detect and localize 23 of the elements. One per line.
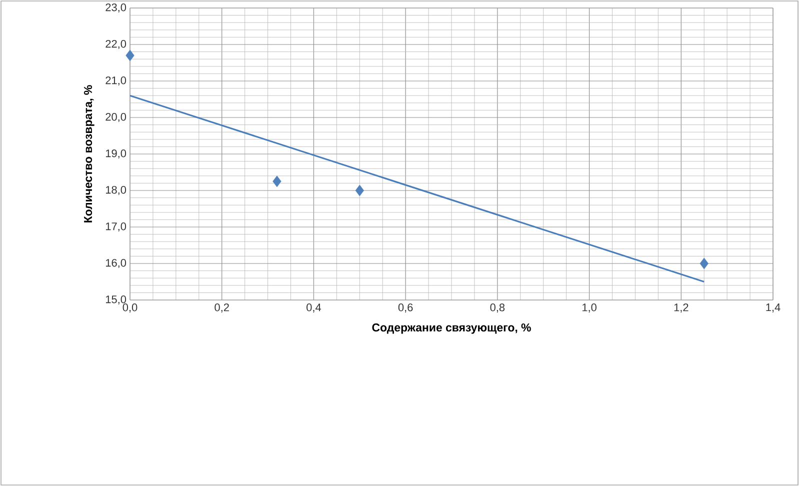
x-tick-label: 1,4	[766, 304, 780, 312]
x-tick-label: 1,0	[582, 304, 596, 313]
y-tick-label: 15,0	[106, 295, 126, 305]
point	[272, 176, 282, 188]
y-tick-label: 20,0	[106, 112, 126, 122]
y-tick-label: 19,0	[106, 149, 126, 159]
x-tick-label: 0,0	[122, 304, 138, 313]
x-tick-label: 1,2	[674, 304, 688, 313]
y-tick-label: 21,0	[106, 76, 126, 86]
y-tick-label: 17,0	[106, 222, 126, 232]
x-tick-label: 0,2	[214, 304, 229, 313]
x-axis-title: Содержание связующего, %	[372, 323, 531, 334]
y-tick-label: 23,0	[106, 3, 126, 13]
x-tick-label: 0,6	[398, 304, 413, 313]
x-tick-label: 0,8	[490, 304, 505, 313]
point	[126, 50, 134, 62]
y-axis-title: Количество возврата, %	[84, 85, 94, 222]
y-tick-label: 18,0	[106, 186, 126, 196]
y-tick-label: 16,0	[106, 258, 126, 268]
point	[355, 184, 364, 196]
point	[700, 258, 708, 270]
x-tick-label: 0,4	[306, 304, 322, 313]
y-tick-label: 22,0	[106, 40, 126, 50]
